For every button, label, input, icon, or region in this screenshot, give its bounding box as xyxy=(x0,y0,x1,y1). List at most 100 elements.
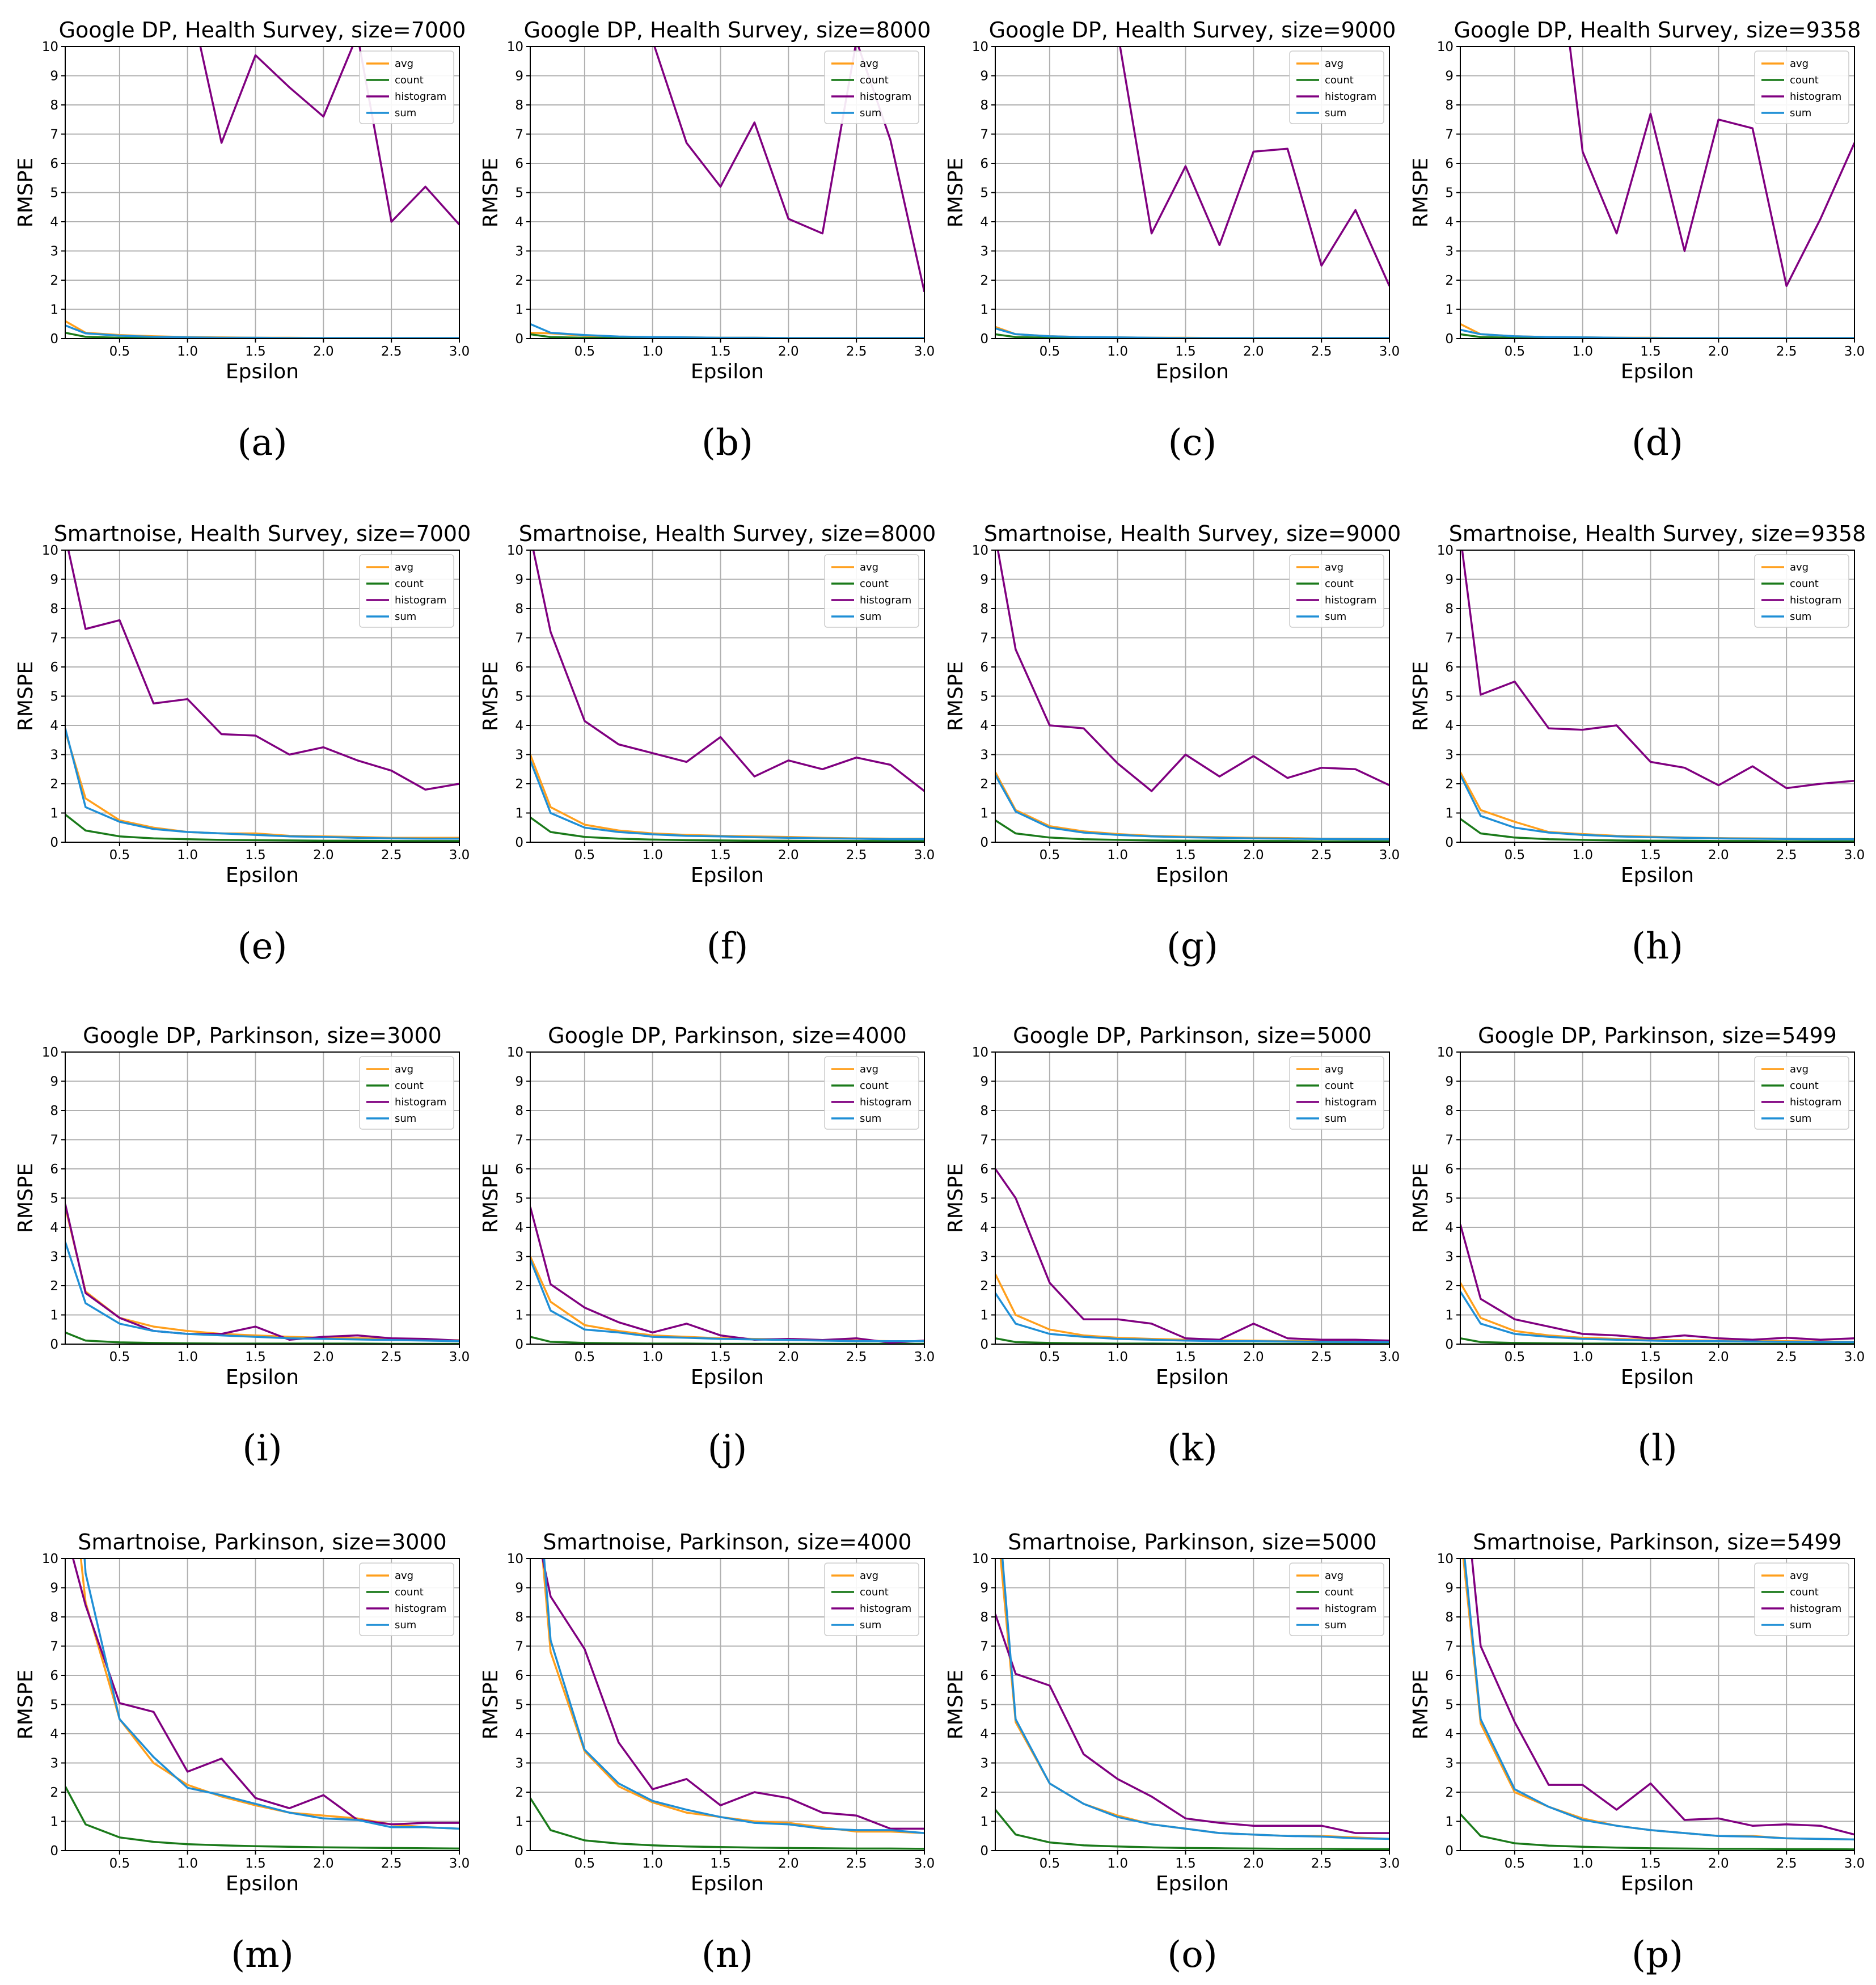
legend-label-avg: avg xyxy=(860,1063,878,1075)
y-tick-label: 4 xyxy=(980,1220,988,1235)
y-tick-label: 8 xyxy=(980,98,988,113)
x-tick-label: 1.0 xyxy=(177,848,198,863)
x-tick-label: 0.5 xyxy=(1040,344,1060,359)
legend-label-count: count xyxy=(395,1586,424,1598)
y-tick-label: 7 xyxy=(980,128,988,142)
x-tick-label: 1.5 xyxy=(710,848,731,863)
series-line-sum xyxy=(1001,1559,1389,1840)
subfigure-caption: (p) xyxy=(1632,1934,1683,1976)
y-tick-label: 3 xyxy=(50,748,58,763)
y-tick-label: 6 xyxy=(50,1162,58,1177)
y-tick-label: 0 xyxy=(50,332,58,347)
legend-box xyxy=(359,1562,454,1636)
y-tick-label: 8 xyxy=(50,602,58,616)
y-tick-label: 3 xyxy=(1445,244,1454,259)
y-tick-label: 3 xyxy=(515,244,523,259)
x-tick-label: 1.5 xyxy=(1175,1856,1196,1871)
y-tick-label: 10 xyxy=(42,1045,58,1060)
y-tick-label: 5 xyxy=(50,1192,58,1206)
y-tick-label: 0 xyxy=(50,835,58,850)
y-tick-label: 1 xyxy=(980,806,988,821)
y-tick-label: 1 xyxy=(980,303,988,318)
y-tick-label: 6 xyxy=(980,660,988,675)
x-axis-label: Epsilon xyxy=(1156,360,1229,383)
y-tick-label: 9 xyxy=(515,573,523,588)
y-tick-label: 2 xyxy=(515,777,523,792)
y-axis-label: RMSPE xyxy=(14,661,37,731)
y-tick-label: 1 xyxy=(1445,303,1454,318)
y-tick-label: 5 xyxy=(50,1698,58,1713)
y-tick-label: 0 xyxy=(515,1337,523,1352)
y-tick-label: 5 xyxy=(980,186,988,201)
legend-label-count: count xyxy=(1325,74,1354,86)
y-tick-label: 3 xyxy=(980,1250,988,1265)
x-tick-label: 2.0 xyxy=(1243,1856,1264,1871)
legend-box xyxy=(359,554,454,628)
x-tick-label: 1.5 xyxy=(245,344,266,359)
x-tick-label: 2.0 xyxy=(313,1856,334,1871)
y-tick-label: 7 xyxy=(515,128,523,142)
legend-label-avg: avg xyxy=(395,561,413,573)
x-tick-label: 3.0 xyxy=(1379,1350,1400,1365)
y-tick-label: 7 xyxy=(50,1640,58,1654)
y-tick-label: 5 xyxy=(515,186,523,201)
y-tick-label: 10 xyxy=(42,40,58,54)
subfigure-caption: (b) xyxy=(702,422,753,464)
y-tick-label: 4 xyxy=(515,215,523,230)
y-tick-label: 7 xyxy=(515,631,523,646)
legend-label-avg: avg xyxy=(860,1570,878,1582)
x-tick-label: 0.5 xyxy=(574,1856,595,1871)
legend-label-avg: avg xyxy=(1790,1063,1809,1075)
legend-label-avg: avg xyxy=(1790,1570,1809,1582)
subfigure-caption: (h) xyxy=(1632,926,1683,968)
y-tick-label: 6 xyxy=(515,660,523,675)
y-tick-label: 6 xyxy=(515,157,523,171)
legend: avg count histogram sum xyxy=(1289,1562,1384,1636)
chart-panel: 0.5 1.0 1.5 2.0 2.5 3.0012345678910Smartnoise… xyxy=(14,1530,470,1976)
x-tick-label: 1.0 xyxy=(1107,848,1128,863)
legend-label-avg: avg xyxy=(1325,58,1343,70)
chart-title: Google DP, Health Survey, size=9000 xyxy=(989,18,1396,43)
y-tick-label: 9 xyxy=(1445,69,1454,84)
legend: avg count histogram sum xyxy=(824,50,919,124)
legend-box xyxy=(824,1056,919,1130)
y-tick-label: 3 xyxy=(50,244,58,259)
legend-label-sum: sum xyxy=(1790,107,1811,119)
y-tick-label: 5 xyxy=(980,690,988,704)
chart-title: Google DP, Parkinson, size=5499 xyxy=(1478,1023,1837,1048)
y-tick-label: 9 xyxy=(1445,1581,1454,1596)
x-tick-label: 0.5 xyxy=(1040,1350,1060,1365)
y-tick-label: 5 xyxy=(1445,1698,1454,1713)
y-tick-label: 4 xyxy=(50,1220,58,1235)
series-line-sum xyxy=(83,1559,459,1830)
chart-title: Smartnoise, Health Survey, size=8000 xyxy=(519,521,936,546)
chart-panel: 0.5 1.0 1.5 2.0 2.5 3.0012345678910Smartnoise… xyxy=(1409,1530,1865,1976)
x-tick-label: 3.0 xyxy=(449,344,470,359)
y-tick-label: 10 xyxy=(972,1045,988,1060)
x-tick-label: 1.0 xyxy=(1107,1350,1128,1365)
legend-label-histogram: histogram xyxy=(1325,1096,1376,1108)
y-tick-label: 5 xyxy=(1445,1192,1454,1206)
y-tick-label: 6 xyxy=(515,1162,523,1177)
legend-label-avg: avg xyxy=(1790,58,1809,70)
y-tick-label: 9 xyxy=(515,69,523,84)
series-line-histogram xyxy=(199,47,459,226)
x-axis-label: Epsilon xyxy=(1156,1366,1229,1389)
y-tick-label: 9 xyxy=(980,1581,988,1596)
y-tick-label: 5 xyxy=(980,1698,988,1713)
y-tick-label: 0 xyxy=(515,835,523,850)
legend-label-sum: sum xyxy=(395,1113,416,1125)
y-tick-label: 1 xyxy=(1445,1308,1454,1323)
x-tick-label: 2.5 xyxy=(1776,848,1797,863)
legend-label-sum: sum xyxy=(1325,1619,1346,1631)
legend-label-sum: sum xyxy=(1790,1113,1811,1125)
chart-panel: 0.5 1.0 1.5 2.0 2.5 3.0012345678910Smartnoise… xyxy=(14,521,471,968)
y-tick-label: 2 xyxy=(1445,1279,1454,1294)
y-tick-label: 3 xyxy=(1445,1756,1454,1771)
series-line-histogram xyxy=(65,1203,459,1342)
series-line-histogram xyxy=(653,47,924,292)
series-line-histogram xyxy=(1119,47,1389,287)
x-tick-label: 3.0 xyxy=(1844,848,1865,863)
y-axis-label: RMSPE xyxy=(1409,158,1433,227)
